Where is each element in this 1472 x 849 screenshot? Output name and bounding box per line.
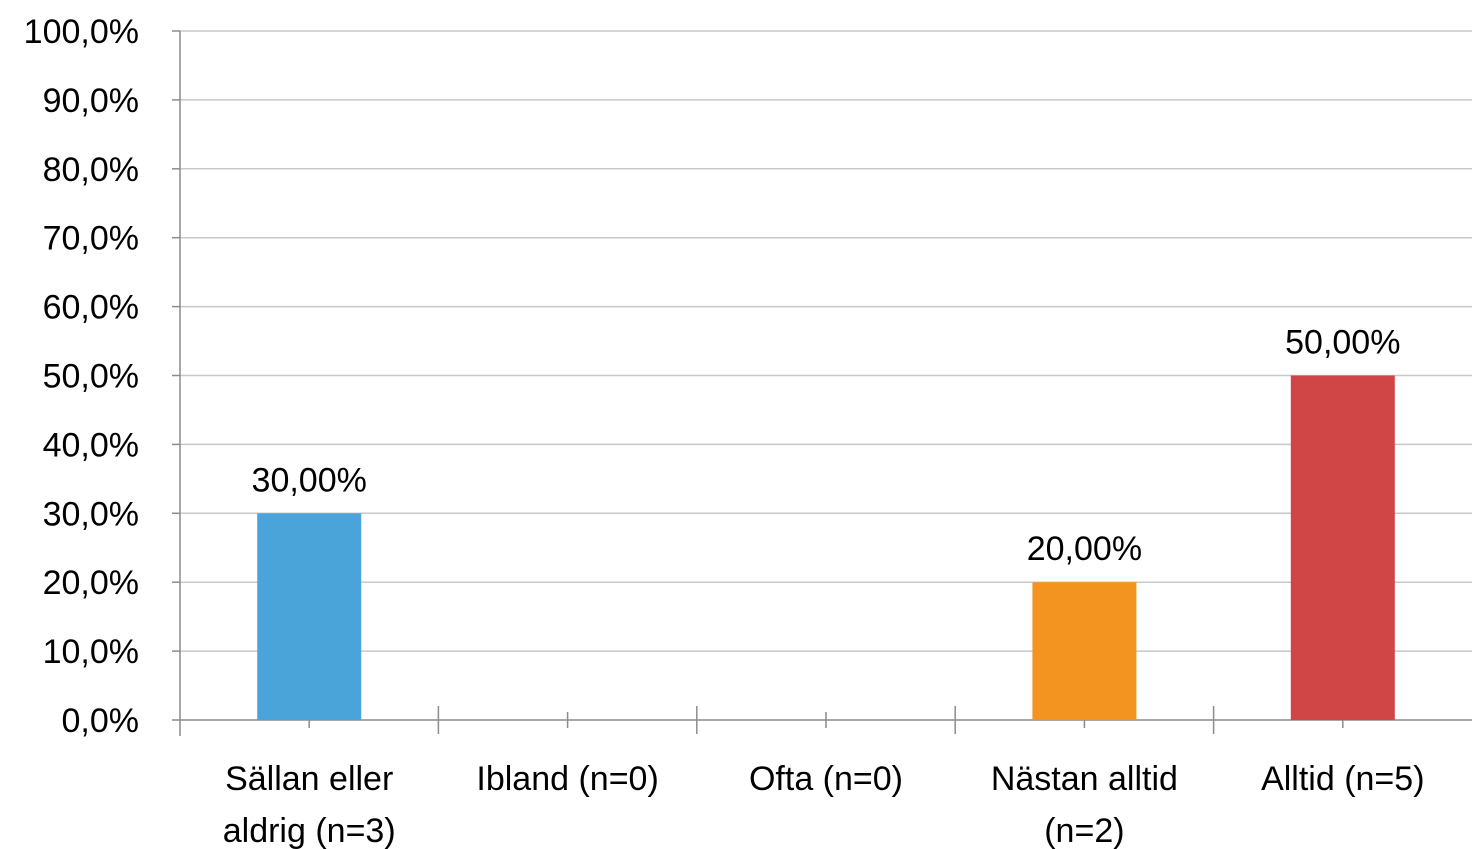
x-tick-label: aldrig (n=3) <box>223 812 396 849</box>
data-label: 20,00% <box>1027 530 1142 568</box>
y-tick-label: 30,0% <box>43 495 139 533</box>
gridlines <box>180 30 1472 652</box>
bar <box>257 513 362 720</box>
y-tick-label: 0,0% <box>62 702 140 740</box>
x-tick-label: Alltid (n=5) <box>1261 760 1424 798</box>
x-tick-label: Nästan alltid <box>991 760 1178 798</box>
y-tick-label: 20,0% <box>43 564 139 602</box>
y-tick-label: 60,0% <box>43 289 139 327</box>
x-tick-label: Ofta (n=0) <box>749 760 903 798</box>
data-labels: 30,00% 20,00% 50,00% <box>252 324 1401 569</box>
x-tick-label: (n=2) <box>1044 812 1124 849</box>
y-tick-label: 80,0% <box>43 151 139 189</box>
y-tick-label: 40,0% <box>43 426 139 464</box>
x-axis-tick-labels: Sällan eller aldrig (n=3) Ibland (n=0) Ofta… <box>223 760 1425 849</box>
y-tick-label: 70,0% <box>43 220 139 258</box>
bar <box>1290 375 1395 720</box>
y-tick-label: 10,0% <box>43 633 139 671</box>
y-tick-label: 90,0% <box>43 82 139 120</box>
y-tick-label: 50,0% <box>43 358 139 396</box>
data-label: 30,00% <box>252 461 367 499</box>
bar <box>1032 582 1137 720</box>
x-tick-label: Sällan eller <box>225 760 393 798</box>
data-label: 50,00% <box>1285 324 1400 362</box>
axes <box>172 30 1472 736</box>
bars <box>257 375 1395 720</box>
y-axis-tick-labels: 0,0% 10,0% 20,0% 30,0% 40,0% 50,0% 60,0% 70,0% 8… <box>24 13 139 740</box>
x-tick-label: Ibland (n=0) <box>476 760 658 798</box>
y-tick-label: 100,0% <box>24 13 139 51</box>
